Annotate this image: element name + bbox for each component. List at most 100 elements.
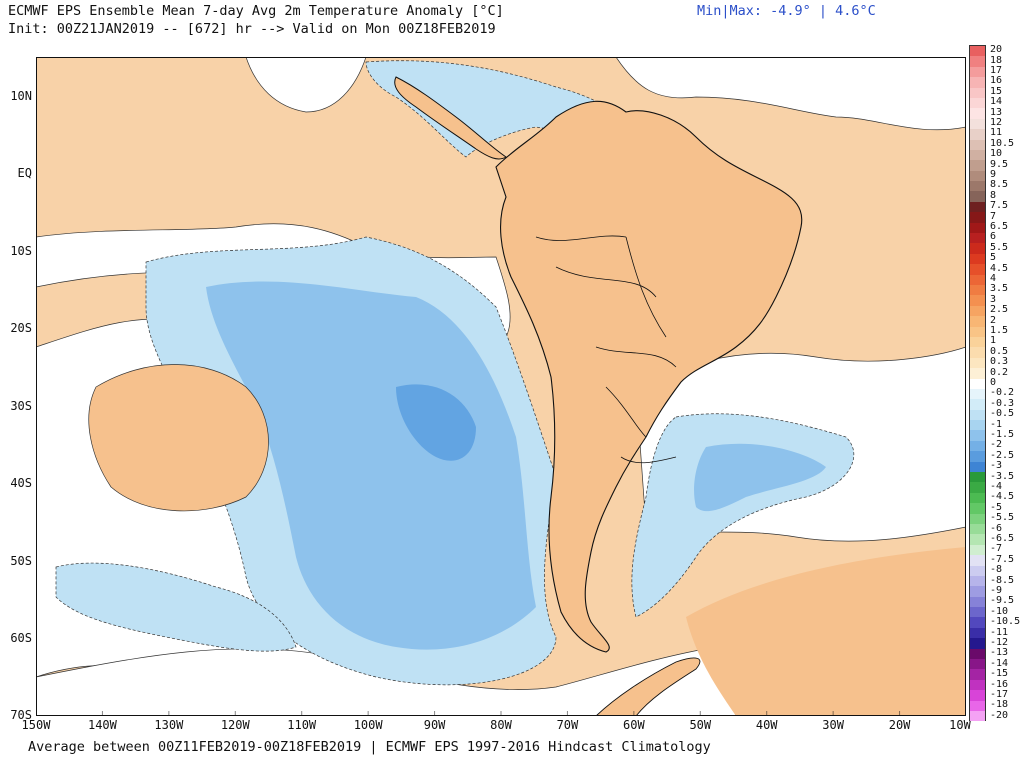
cool-region-mid [206,281,536,650]
legend-swatch [970,544,985,556]
cool-region-south-atlantic-mid [694,443,826,512]
latitude-label: 60S [10,631,32,646]
legend-swatch [970,170,985,182]
legend-label: -1.5 [990,429,1015,440]
legend-swatch [970,87,985,98]
legend-swatch [970,66,985,78]
legend-label: 0.3 [990,356,1009,368]
legend-swatch [970,378,985,389]
legend-label: -4.5 [990,491,1015,503]
legend-swatch [970,461,985,473]
latitude-label: 30S [10,398,32,413]
legend-swatch [970,513,985,524]
legend-label: -13 [990,647,1009,659]
legend-swatch [970,212,985,223]
longitude-label: 70W [556,718,579,732]
legend-label: 5.5 [990,241,1009,253]
legend-swatch [970,118,985,130]
latitude-label: 50S [10,553,32,568]
country-borders [535,235,677,464]
legend-label: 4 [990,273,997,284]
legend-swatch [970,565,985,576]
legend-swatch [970,700,985,711]
longitude-label: 50W [689,718,712,732]
legend-swatch [970,46,985,57]
warm-pocket-pacific [88,364,269,512]
map-title: ECMWF EPS Ensemble Mean 7-day Avg 2m Tem… [8,3,504,19]
legend-swatch [970,669,985,680]
cool-region-pacific-south [55,562,297,652]
legend-label: 9.5 [990,158,1009,170]
min-max-readout: Min|Max: -4.9° | 4.6°C [697,3,876,19]
legend-label: -3.5 [990,470,1015,482]
latitude-label: 20S [10,321,32,336]
legend-label: 2.5 [990,304,1009,316]
legend-swatch [970,440,985,452]
legend-swatch [970,399,985,410]
legend-label: 16 [990,75,1003,87]
legend-label: -11 [990,626,1009,638]
legend-swatch [970,472,985,483]
legend-swatch [970,409,985,421]
legend-swatch [970,56,985,67]
legend-swatch [970,295,985,306]
legend-label: 13 [990,106,1003,118]
legend-label: -8 [990,564,1003,576]
legend-swatch [970,482,985,493]
legend-label: -12 [990,637,1009,648]
legend-swatch [970,316,985,327]
latitude-label: 70S [10,708,32,722]
legend-swatch [970,181,985,192]
legend-swatch [970,326,985,337]
legend-label: 6.5 [990,221,1009,232]
legend-label: -10 [990,605,1009,617]
legend-label: -20 [990,709,1009,721]
latitude-label: 10N [10,88,32,103]
legend-label: 4.5 [990,262,1009,274]
longitude-label: 90W [423,718,446,732]
legend-label: -10.5 [990,616,1021,628]
cool-region-dark [396,384,476,461]
legend-swatch [970,711,985,722]
legend-label: 8 [990,189,997,201]
legend-label: -3 [990,460,1003,472]
legend-swatch [970,617,985,628]
legend-swatch [970,201,985,213]
legend-swatch [970,368,985,379]
legend-swatch [970,264,985,275]
longitude-label: 10W [949,718,971,732]
map-footer: Average between 00Z11FEB2019-00Z18FEB201… [28,739,711,755]
legend-label: 7.5 [990,200,1009,212]
legend-swatch [970,222,985,234]
legend-label: -9 [990,585,1003,596]
legend-swatch [970,108,985,119]
legend-label: 14 [990,96,1003,108]
longitude-label: 20W [888,718,911,732]
legend-swatch [970,627,985,639]
legend-label: -4 [990,481,1003,492]
legend-swatch [970,575,985,587]
legend-label: 3 [990,293,997,305]
legend-label: -15 [990,668,1009,680]
legend-swatch [970,659,985,670]
longitude-label: 40W [755,718,778,732]
legend-swatch [970,97,985,109]
legend-swatch [970,191,985,202]
legend-swatch [970,284,985,296]
legend-label: -7 [990,543,1003,555]
central-america-land [394,76,507,160]
legend-swatch [970,555,985,566]
legend-label: 0 [990,377,997,388]
longitude-label: 130W [154,718,184,732]
legend-label: 11 [990,127,1003,139]
longitude-label: 110W [287,718,317,732]
legend-label: -2.5 [990,449,1015,461]
legend-label: 20 [990,44,1003,56]
legend-swatch [970,430,985,441]
legend-label: 1.5 [990,325,1009,336]
legend-label: 15 [990,85,1003,97]
longitude-label: 150W [21,718,51,732]
map-frame [36,57,966,716]
legend-swatch [970,596,985,608]
legend-label: -0.3 [990,397,1015,409]
